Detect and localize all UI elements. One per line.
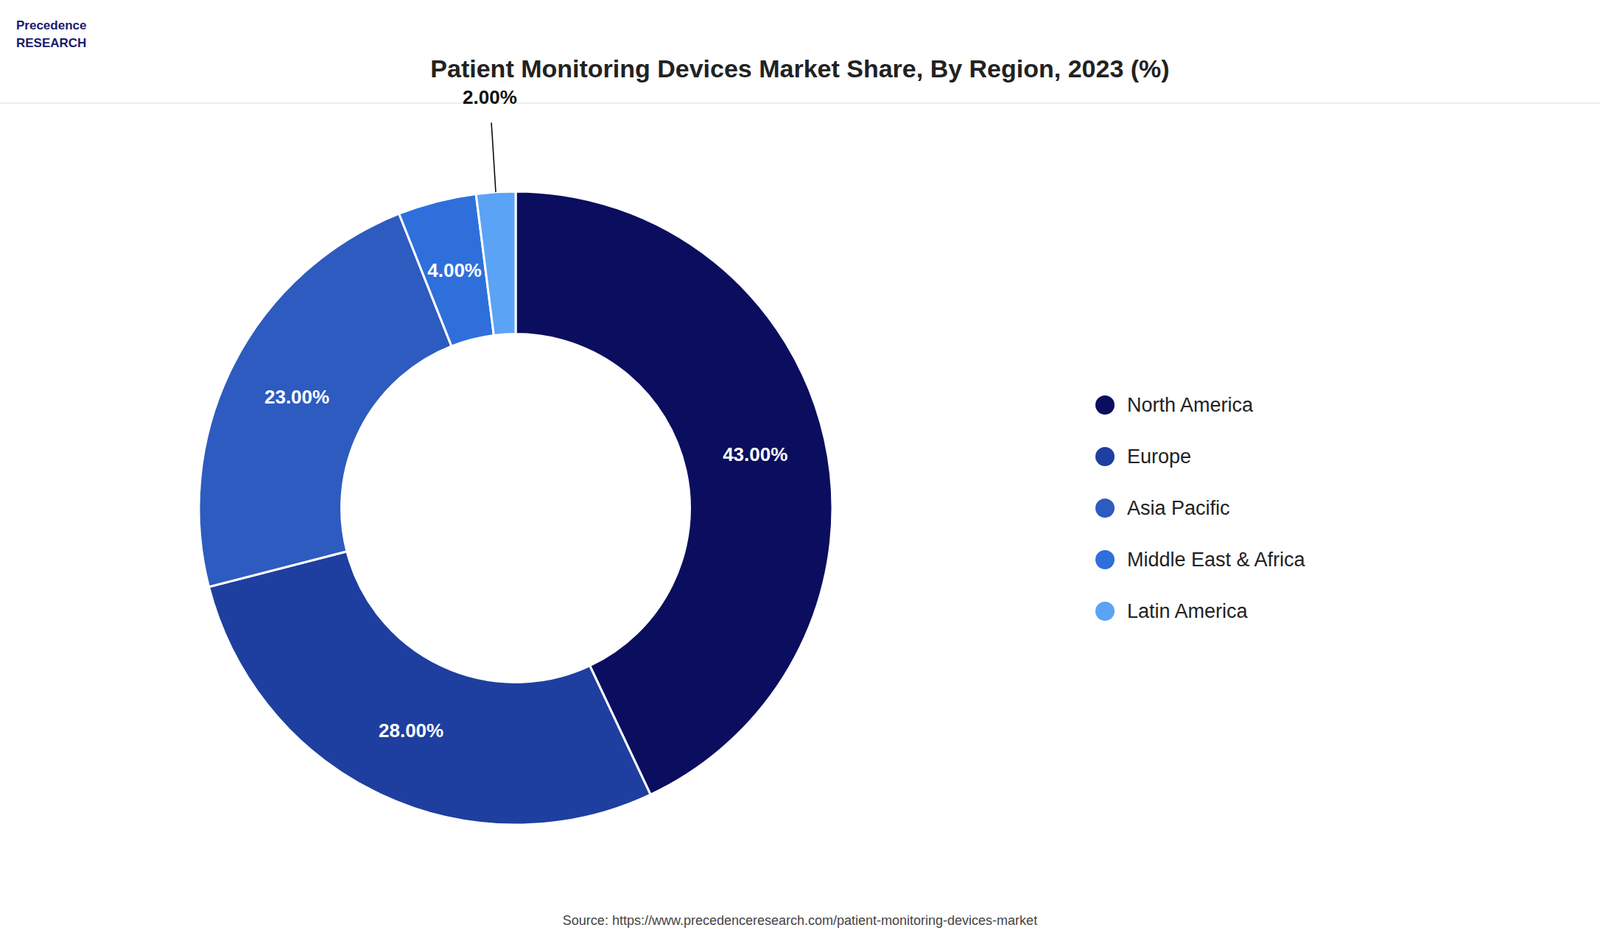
legend-marker	[1095, 447, 1115, 467]
logo-line: RESEARCH	[16, 36, 87, 51]
data-label: 4.00%	[427, 259, 482, 282]
logo-line: Precedence	[16, 18, 87, 33]
legend-entry: North America	[1127, 394, 1254, 417]
page: {"chart_data": {"type": "donut", "title"…	[0, 0, 1600, 947]
data-label: 2.00%	[462, 86, 518, 109]
data-label: 43.00%	[722, 443, 788, 466]
legend-marker	[1095, 601, 1115, 621]
donut-slice	[198, 213, 452, 588]
donut-slice	[475, 191, 516, 336]
slices	[198, 191, 833, 826]
legend-marker	[1095, 395, 1115, 415]
title: Patient Monitoring Devices Market Share,…	[430, 54, 1170, 83]
legend-entry: Latin America	[1127, 600, 1249, 623]
chart-container: Patient Monitoring Devices Market Share,…	[0, 0, 1600, 947]
data-label: 23.00%	[264, 386, 330, 409]
legend: North America Europe Asia Pacific Middle Ea…	[1095, 394, 1307, 623]
title-rule	[0, 103, 1600, 104]
leader-line	[491, 122, 496, 192]
legend-marker	[1095, 498, 1115, 518]
legend-marker	[1095, 550, 1115, 570]
source-note: Source: https://www.precedenceresearch.c…	[562, 913, 1038, 929]
data-label: 28.00%	[378, 719, 444, 742]
legend-entry: Middle East & Africa	[1127, 548, 1307, 571]
legend-entry: Asia Pacific	[1127, 497, 1231, 520]
chart-svg: Patient Monitoring Devices Market Share,…	[0, 0, 1600, 947]
logo-text: Precedence RESEARCH	[16, 18, 87, 51]
data-labels: 43.00% 28.00% 23.00% 4.00% 2.00%	[264, 86, 788, 742]
legend-entry: Europe	[1127, 445, 1192, 468]
donut-slice	[209, 551, 652, 826]
